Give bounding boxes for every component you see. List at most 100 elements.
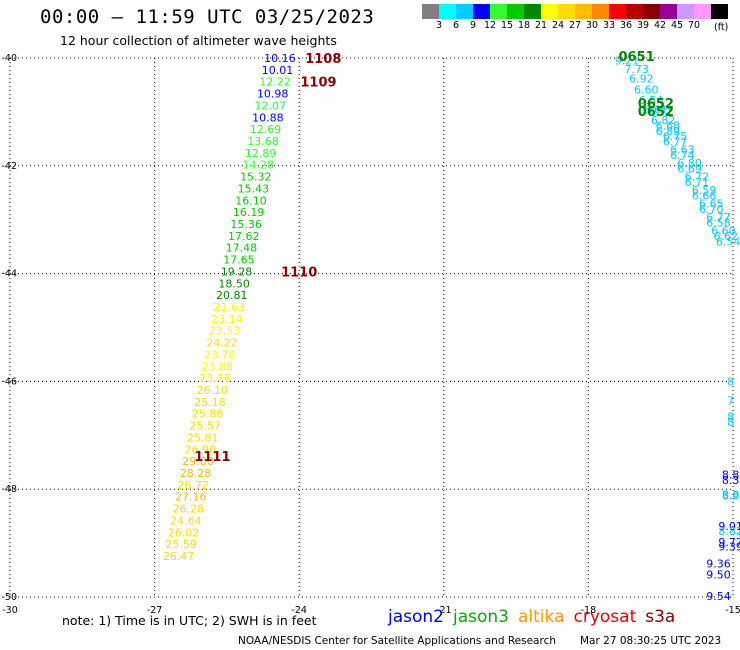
legend-swatch xyxy=(473,4,490,19)
swh-point-label: 12.07 xyxy=(255,99,287,112)
satellite-jason2: jason2 xyxy=(388,607,444,627)
swh-point-label: 29.00 xyxy=(182,455,214,468)
legend-label: 9 xyxy=(469,20,477,31)
y-tick-label: -50 xyxy=(1,592,17,603)
footer-timestamp: Mar 27 08:30:25 UTC 2023 xyxy=(580,635,722,647)
swh-point-label: 7 xyxy=(727,394,734,407)
swh-point-label: 6.70 xyxy=(699,203,724,216)
legend-label: 3 xyxy=(435,20,443,31)
swh-point-label: 16.19 xyxy=(233,206,265,219)
legend-swatch xyxy=(660,4,677,19)
swh-point-label: 8 xyxy=(727,375,734,388)
swh-point-label: 6.60 xyxy=(634,83,659,96)
swh-point-label: 8.8 xyxy=(722,489,740,502)
legend-swatch xyxy=(490,4,507,19)
color-legend: 3 6 9 12 15 18 21 24 27 30 33 36 39 42 45 70 (ft) xyxy=(422,4,728,33)
footer-credit: NOAA/NESDIS Center for Satellite Applica… xyxy=(238,635,556,647)
swh-point-label: 17.62 xyxy=(228,230,260,243)
x-tick-label: -27 xyxy=(147,605,163,616)
swh-point-label: 6.89 xyxy=(656,125,681,138)
swh-point-label: 10.98 xyxy=(257,88,289,101)
track-time-label: 1111 xyxy=(194,450,230,465)
swh-point-label: 6.72 xyxy=(685,171,710,184)
track-time-label: 0651 xyxy=(619,50,655,65)
swh-point-label: 6.54 xyxy=(639,94,664,107)
swh-point-label: 23.78 xyxy=(204,348,236,361)
swh-point-label: 12.69 xyxy=(250,123,282,136)
legend-swatch xyxy=(558,4,575,19)
legend-swatch xyxy=(541,4,558,19)
swh-point-label: 6.74 xyxy=(670,149,695,162)
swh-point-label: 23.53 xyxy=(209,325,241,338)
swh-point-label: 18.50 xyxy=(218,277,250,290)
swh-point-label: 25.81 xyxy=(187,431,219,444)
legend-label: 30 xyxy=(585,20,599,31)
legend-swatch xyxy=(643,4,660,19)
swh-point-label: 6.65 xyxy=(699,198,724,211)
swh-point-label: 17.65 xyxy=(223,254,255,267)
legend-swatch xyxy=(711,4,728,19)
swh-point-label: 26.47 xyxy=(163,550,195,563)
swh-point-label: 6.71 xyxy=(685,176,710,189)
legend-label: 12 xyxy=(483,20,497,31)
swh-point-label: 26.28 xyxy=(173,503,205,516)
swh-point-label: 23.88 xyxy=(202,360,234,373)
swh-point-label: 10.16 xyxy=(264,52,296,65)
track-time-label: 1108 xyxy=(305,52,341,67)
legend-label: 15 xyxy=(500,20,514,31)
track-time-label: 0652 xyxy=(638,105,674,120)
swh-point-label: 9.21 xyxy=(615,55,640,68)
legend-swatch xyxy=(456,4,473,19)
swh-point-label: 26.90 xyxy=(185,443,217,456)
swh-point-label: 26.10 xyxy=(197,384,229,397)
legend-swatch xyxy=(609,4,626,19)
swh-point-label: 6.69 xyxy=(677,162,702,175)
swh-point-label: 6.54 xyxy=(716,235,740,248)
footer-note: note: 1) Time is in UTC; 2) SWH is in fe… xyxy=(62,613,317,628)
swh-point-label: 13.68 xyxy=(247,135,279,148)
swh-point-label: 26.02 xyxy=(168,526,200,539)
legend-color-bar xyxy=(422,4,728,19)
swh-point-label: 12.22 xyxy=(259,76,291,89)
x-tick-label: -18 xyxy=(581,605,597,616)
swh-point-label: 27.16 xyxy=(175,491,207,504)
swh-point-label: 20.81 xyxy=(216,289,248,302)
y-tick-label: -44 xyxy=(1,269,17,280)
satellite-jason3: jason3 xyxy=(453,607,509,627)
x-tick-label: -21 xyxy=(436,605,452,616)
legend-label: 18 xyxy=(517,20,531,31)
swh-point-label: 23.78 xyxy=(199,372,231,385)
legend-swatch xyxy=(524,4,541,19)
satellite-altika: altika xyxy=(518,607,565,627)
swh-point-label: 6.61 xyxy=(644,104,669,117)
y-tick-label: -46 xyxy=(1,376,17,387)
swh-point-label: 23.14 xyxy=(211,313,243,326)
swh-point-label: 24.22 xyxy=(206,337,238,350)
y-tick-label: -42 xyxy=(1,161,17,172)
swh-point-label: 8.82 xyxy=(718,525,740,538)
swh-point-label: 6.77 xyxy=(663,136,688,149)
swh-point-label: 28.28 xyxy=(180,467,212,480)
swh-point-label: 6.82 xyxy=(651,114,676,127)
swh-point-label: 6.58 xyxy=(706,216,731,229)
legend-label: 45 xyxy=(670,20,684,31)
legend-label: 24 xyxy=(551,20,565,31)
legend-label: 27 xyxy=(568,20,582,31)
legend-label: 42 xyxy=(653,20,667,31)
swh-point-label: 6.63 xyxy=(670,144,695,157)
swh-point-label: 19.28 xyxy=(221,265,253,278)
y-tick-label: -48 xyxy=(1,484,17,495)
satellite-legend: jason2 jason3 altika cryosat s3a xyxy=(388,607,684,627)
legend-unit: (ft) xyxy=(714,22,729,33)
swh-point-label: 8 xyxy=(727,410,734,423)
swh-point-label: 9.36 xyxy=(706,558,731,571)
swh-point-label: 25.57 xyxy=(189,420,221,433)
chart-subtitle: 12 hour collection of altimeter wave hei… xyxy=(60,33,337,48)
swh-point-label: 6.71 xyxy=(648,106,673,119)
legend-swatch xyxy=(439,4,456,19)
legend-swatch xyxy=(575,4,592,19)
legend-swatch xyxy=(507,4,524,19)
swh-point-label: 16.10 xyxy=(235,194,267,207)
x-tick-label: -30 xyxy=(2,605,18,616)
